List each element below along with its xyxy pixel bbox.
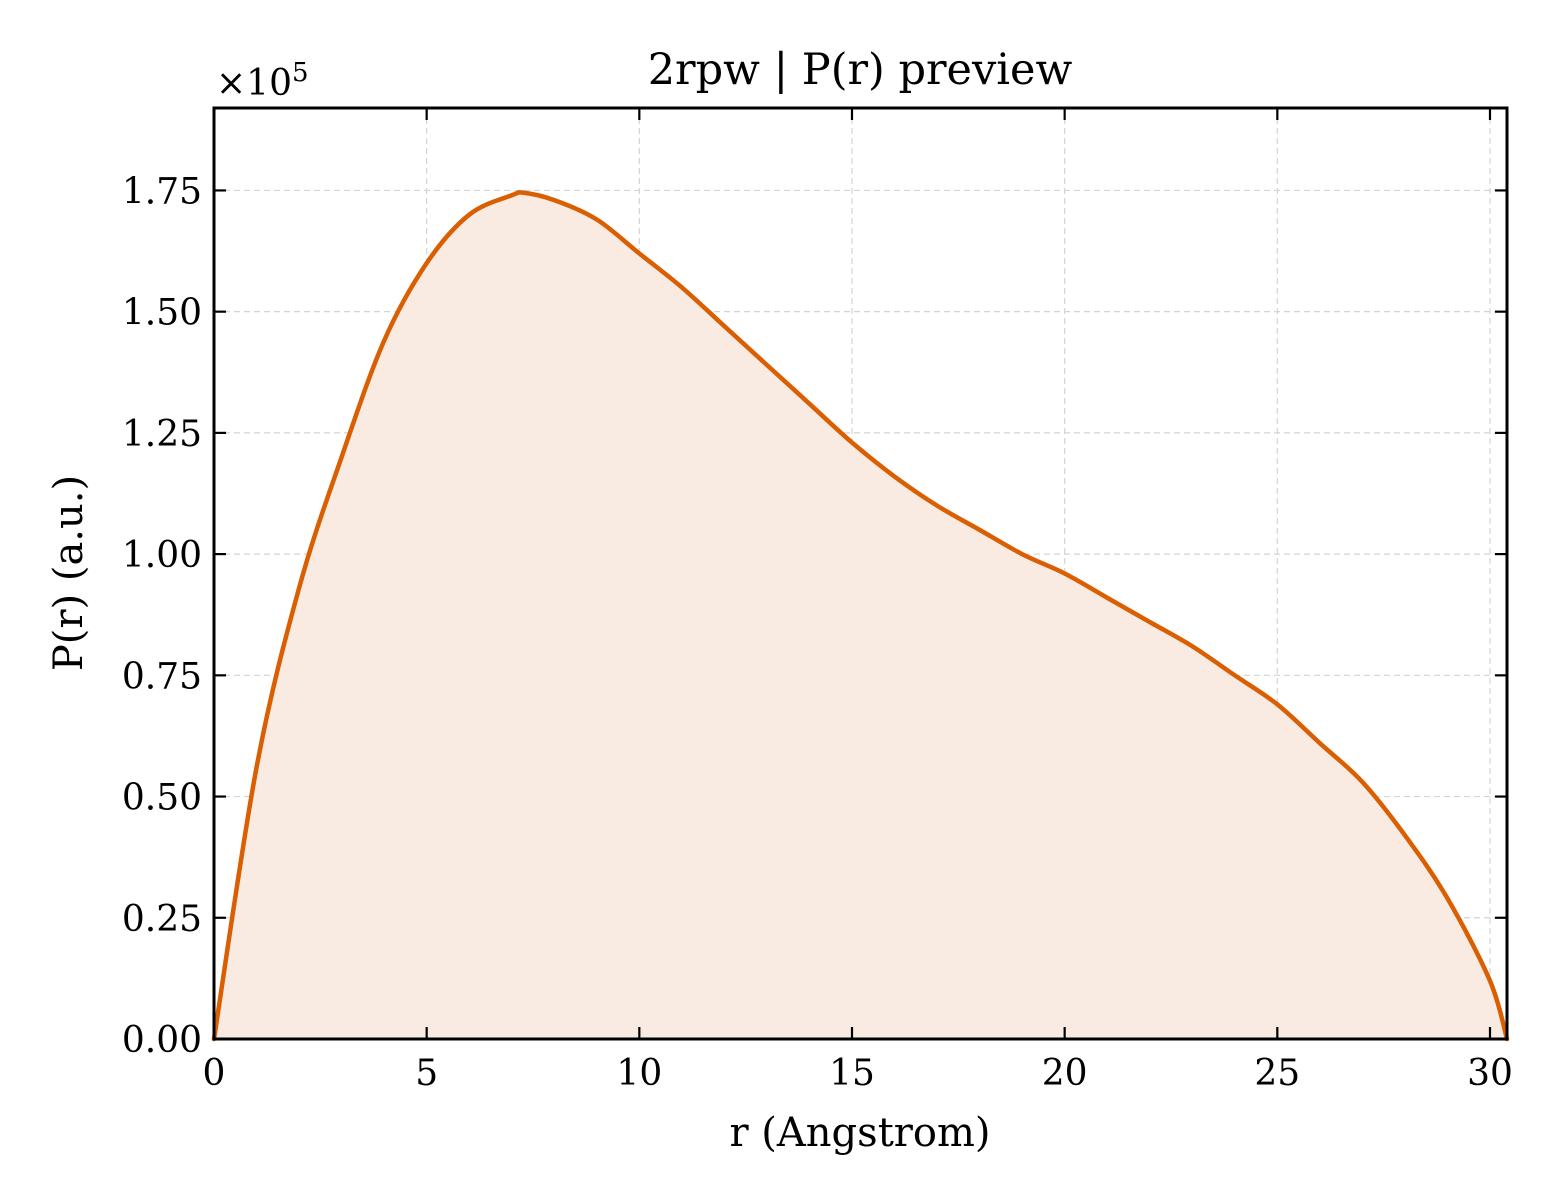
x-tick-label: 20 <box>1042 1053 1088 1094</box>
x-tick-label: 25 <box>1254 1053 1300 1094</box>
x-tick-label: 5 <box>415 1053 438 1094</box>
y-tick-label: 0.50 <box>122 778 202 819</box>
y-tick-label: 1.00 <box>122 535 202 576</box>
y-multiplier-label: ×105 <box>216 58 309 104</box>
x-tick-label: 15 <box>829 1053 875 1094</box>
pr-area-fill <box>214 192 1507 1039</box>
x-tick-label: 10 <box>616 1053 662 1094</box>
pr-series-line <box>211 190 1510 1042</box>
axis-ticks <box>212 108 1507 1041</box>
x-tick-label: 30 <box>1467 1053 1513 1094</box>
x-tick-label: 0 <box>203 1053 226 1094</box>
plot-frame <box>212 106 1509 1041</box>
y-axis-label: P(r) (a.u.) <box>46 475 92 671</box>
y-multiplier-exponent: 5 <box>292 58 309 88</box>
x-axis-label: r (Angstrom) <box>729 1110 990 1156</box>
y-tick-label: 1.50 <box>122 293 202 334</box>
chart-title: 2rpw | P(r) preview <box>648 45 1073 95</box>
y-tick-label: 1.75 <box>122 171 202 212</box>
y-tick-label: 0.00 <box>122 1020 202 1061</box>
tick-labels: 0 5 10 15 20 25 30 0.00 0.25 0.50 0.75 1.00 1.25 1.50… <box>122 171 1513 1094</box>
y-tick-label: 0.75 <box>122 656 202 697</box>
y-multiplier-base: ×10 <box>216 63 292 104</box>
y-tick-label: 0.25 <box>122 899 202 940</box>
y-tick-label: 1.25 <box>122 414 202 455</box>
